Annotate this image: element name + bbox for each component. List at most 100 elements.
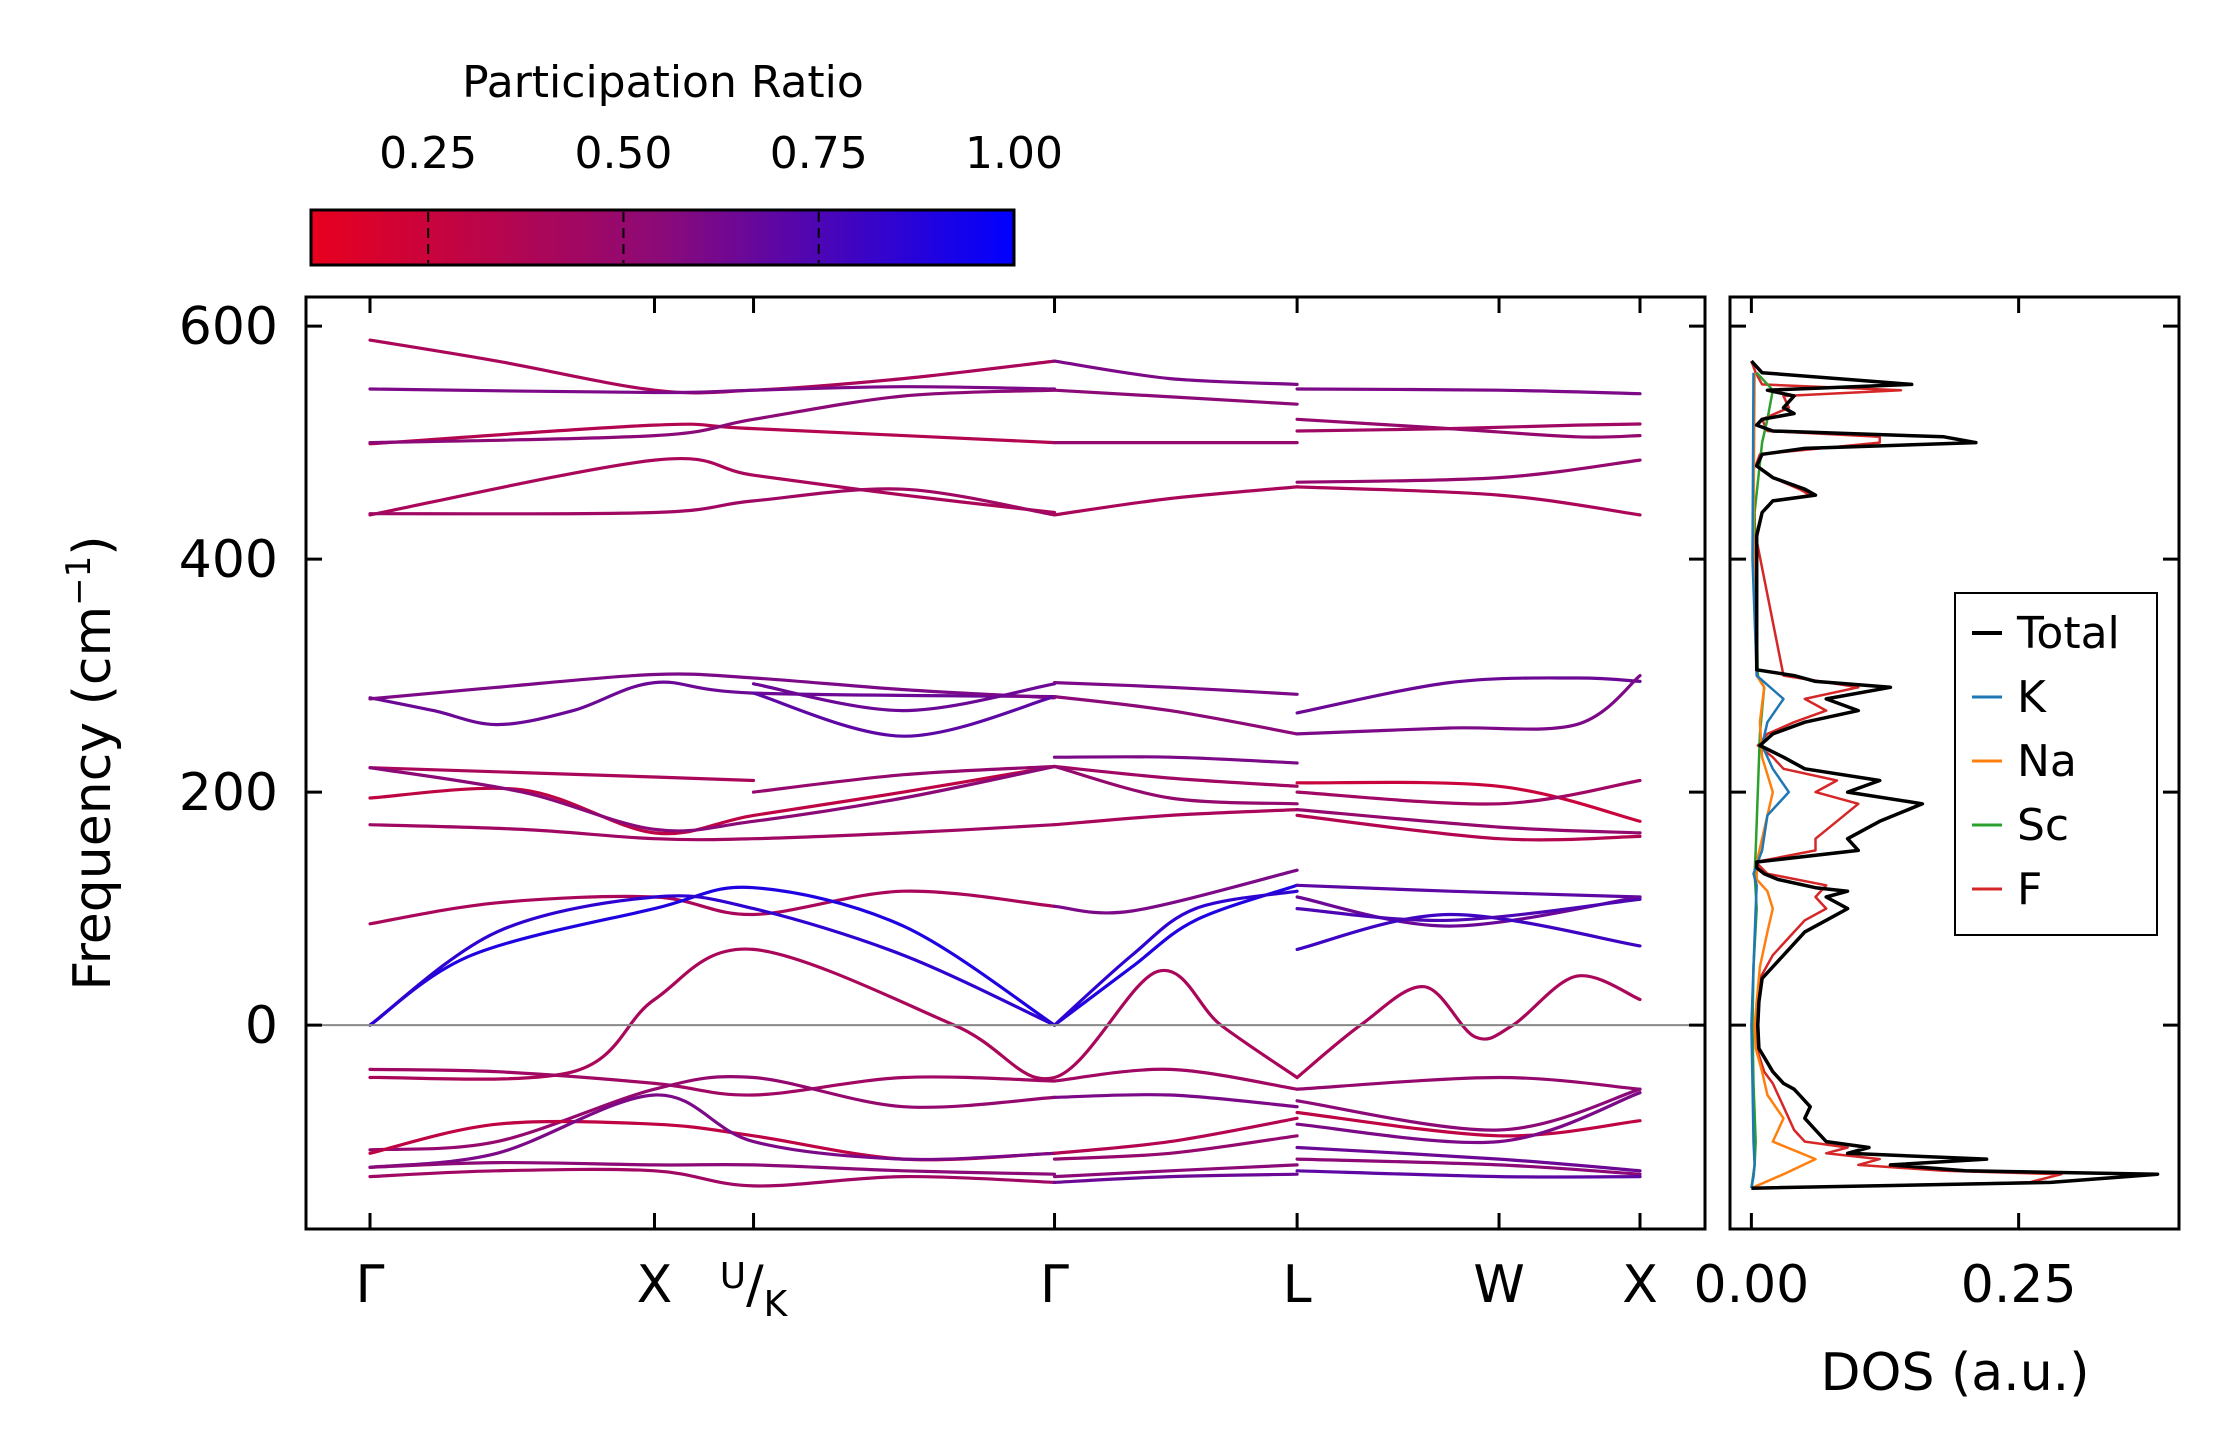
band-line-b33: [1295, 780, 1642, 823]
band-line-b29: [1052, 764, 1299, 788]
band-line-b3: [368, 422, 1057, 446]
band-line-b42: [1052, 868, 1299, 915]
dos-x-ticks: 0.00 0.25: [1693, 297, 2077, 1315]
band-line-b67: [1295, 1169, 1642, 1179]
band-line-b32: [1052, 764, 1299, 806]
dos-x-tick-label: 0.00: [1693, 1255, 1809, 1315]
legend-label-sc: Sc: [2017, 800, 2069, 851]
band-line-b13: [1295, 422, 1642, 433]
band-line-b66: [1295, 1157, 1642, 1176]
band-line-b20: [1052, 681, 1299, 696]
y-axis-label-main: Frequency (cm: [63, 606, 123, 991]
band-line-b30: [1052, 755, 1299, 765]
y-axis-label-close: ): [63, 535, 123, 555]
band-line-b25: [368, 764, 1057, 836]
band-line-b48: [1295, 974, 1642, 1080]
y-axis-label-sup: −1: [59, 556, 99, 606]
band-line-b10: [1052, 485, 1299, 517]
band-line-b52: [368, 1093, 1057, 1169]
y-tick-label: 600: [179, 297, 278, 357]
band-line-b47: [368, 947, 1299, 1081]
band-line-b28: [751, 764, 1057, 794]
band-line-b57: [1052, 1116, 1299, 1155]
band-line-b38: [368, 885, 1057, 1027]
band-line-b7: [1052, 359, 1299, 386]
colorbar-label: Participation Ratio: [462, 57, 864, 108]
x-tick-label: X: [637, 1255, 673, 1315]
band-line-b59: [1052, 1163, 1299, 1179]
colorbar-tick-label: 0.75: [770, 128, 868, 179]
band-line-b17: [368, 672, 1057, 701]
legend-label-total: Total: [2016, 608, 2120, 659]
band-line-b45: [1295, 912, 1642, 951]
band-line-b26: [368, 764, 1057, 833]
band-line-b36: [1295, 813, 1642, 842]
band-line-b8: [1052, 388, 1299, 406]
band-lines: [368, 338, 1642, 1188]
band-line-b14: [1295, 458, 1642, 484]
band-line-b15: [1295, 485, 1642, 517]
band-line-b50: [368, 1074, 1057, 1152]
band-line-b24: [368, 766, 756, 783]
band-line-b63: [1295, 1110, 1642, 1138]
legend-label-f: F: [2017, 864, 2042, 915]
band-line-b54: [368, 1160, 1057, 1176]
x-tick-label: L: [1283, 1255, 1312, 1315]
band-line-b61: [1295, 1075, 1642, 1091]
band-line-b35: [1295, 808, 1642, 835]
dos-frame: [1728, 295, 2181, 1231]
dos-x-axis-label: DOS (a.u.): [1821, 1343, 2090, 1403]
band-line-b16: [368, 680, 1057, 727]
band-line-b1: [368, 338, 1057, 395]
band-line-b40: [1052, 883, 1299, 1027]
colorbar-tick-label: 0.25: [379, 128, 477, 179]
band-panel: 0 200 400 600 Γ X U/K Γ L W X Frequency (cm−1): [59, 295, 1707, 1325]
legend-label-k: K: [2017, 672, 2047, 723]
band-frame: [304, 295, 1707, 1231]
y-axis-ticks: 0 200 400 600: [179, 297, 1705, 1056]
band-line-b65: [1295, 1145, 1642, 1173]
band-line-b55: [1052, 1067, 1299, 1091]
y-tick-label: 200: [179, 763, 278, 823]
dos-y-ticks: [1730, 324, 2179, 1027]
y-axis-label: Frequency (cm−1): [59, 535, 123, 990]
band-line-b60: [1052, 1172, 1299, 1184]
legend-frame: [1954, 592, 2158, 936]
dos-line-total: [1750, 359, 2160, 1190]
band-line-b5: [368, 456, 1057, 517]
legend-label-na: Na: [2017, 736, 2077, 787]
band-line-b39: [368, 894, 1057, 1027]
dos-line-na: [1750, 372, 1817, 1190]
band-line-b31: [1052, 808, 1299, 827]
x-axis-ticks: Γ X U/K Γ L W X: [356, 297, 1658, 1325]
band-line-b64: [1295, 1091, 1642, 1145]
colorbar-tick-label: 1.00: [965, 128, 1063, 179]
band-line-b11: [1295, 387, 1642, 396]
band-line-b12: [1295, 417, 1642, 439]
legend-items: Total K Na Sc F: [1972, 608, 2120, 915]
band-line-b53: [368, 1167, 1057, 1188]
colorbar-bar: [309, 208, 1016, 267]
band-line-b49: [368, 1067, 1057, 1097]
band-line-b37: [368, 889, 1057, 926]
band-line-b19: [751, 682, 1057, 713]
colorbar-ticks: 0.25 0.50 0.75 1.00: [379, 128, 1063, 263]
band-line-b56: [1052, 1093, 1299, 1109]
band-line-b23: [1295, 674, 1642, 736]
band-line-b22: [1295, 676, 1642, 715]
band-line-b6: [368, 487, 1057, 517]
x-tick-label: W: [1473, 1255, 1524, 1315]
band-line-b46: [1295, 897, 1642, 923]
y-tick-label: 400: [179, 530, 278, 590]
band-line-b21: [1052, 695, 1299, 736]
band-line-b27: [368, 823, 1057, 842]
band-line-b62: [1295, 1087, 1642, 1132]
x-tick-label: Γ: [1040, 1255, 1069, 1315]
legend: Total K Na Sc F: [1954, 592, 2158, 936]
band-line-b41: [1052, 889, 1299, 1027]
colorbar-tick-label: 0.50: [574, 128, 672, 179]
band-line-b58: [1052, 1134, 1299, 1161]
dos-panel: 0.00 0.25 DOS (a.u.) Total K Na Sc F: [1693, 295, 2181, 1403]
y-tick-label: 0: [245, 996, 278, 1056]
band-line-b18: [751, 691, 1057, 738]
